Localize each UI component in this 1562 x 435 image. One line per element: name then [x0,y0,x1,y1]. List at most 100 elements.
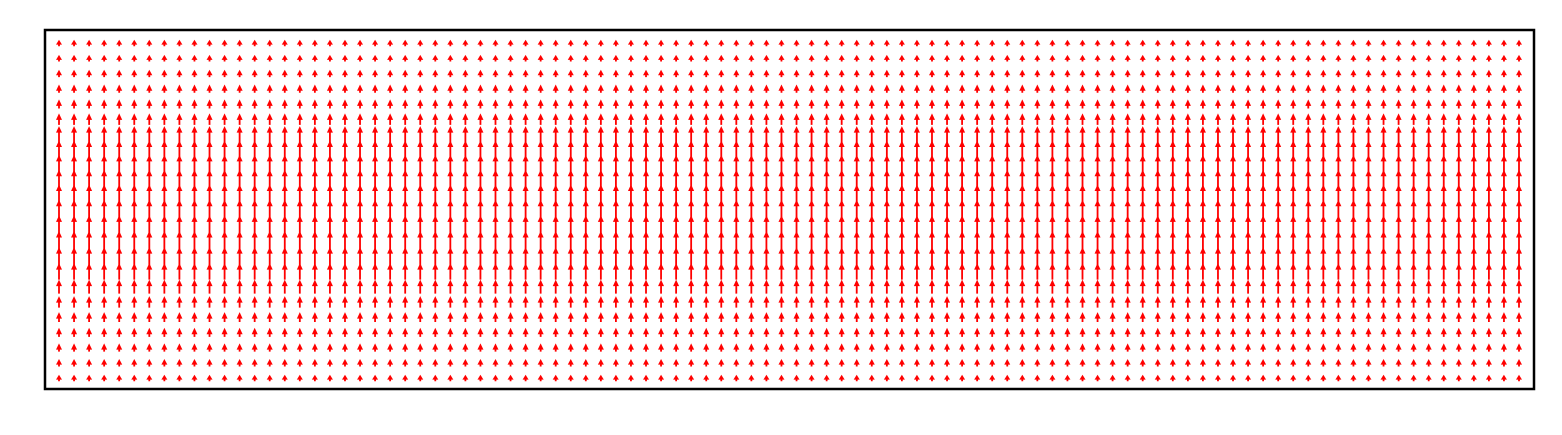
quiver-arrow [251,54,258,62]
quiver-arrow [868,279,875,294]
quiver-arrow [868,84,875,93]
quiver-arrow [131,327,138,337]
quiver-arrow [1395,374,1402,382]
quiver-arrow [793,154,800,175]
quiver-arrow [673,327,680,337]
quiver-arrow [1004,231,1011,251]
quiver-arrow [176,184,183,206]
quiver-arrow [477,199,484,222]
quiver-arrow [176,140,183,159]
quiver-arrow [1214,184,1221,206]
quiver-arrow [1500,154,1507,175]
quiver-arrow [462,296,469,308]
quiver-arrow [1290,69,1297,78]
quiver-arrow [763,126,770,143]
quiver-arrow [567,296,574,308]
quiver-arrow [1124,312,1131,323]
quiver-arrow [1184,113,1191,125]
quiver-arrow [673,343,680,352]
quiver-arrow [838,279,845,294]
quiver-arrow [1395,263,1402,280]
quiver-arrow [86,359,93,367]
quiver-arrow [387,263,394,280]
quiver-arrow [643,69,650,78]
quiver-arrow [1275,263,1282,280]
quiver-arrow [161,84,168,93]
quiver-arrow [71,184,78,206]
quiver-arrow [643,215,650,237]
quiver-arrow [71,140,78,159]
quiver-arrow [793,374,800,382]
quiver-arrow [913,247,920,266]
quiver-arrow [161,99,168,109]
quiver-arrow [552,343,559,352]
quiver-arrow [1335,54,1342,62]
quiver-arrow [1139,215,1146,237]
quiver-arrow [627,263,634,280]
quiver-arrow [1064,54,1071,62]
quiver-arrow [1049,327,1056,337]
quiver-arrow [326,343,333,352]
quiver-arrow [86,54,93,62]
quiver-arrow [447,343,454,352]
quiver-arrow [372,263,379,280]
quiver-arrow [552,69,559,78]
quiver-arrow [341,247,348,266]
quiver-arrow [357,154,364,175]
quiver-arrow [928,263,935,280]
quiver-arrow [1199,231,1206,251]
quiver-arrow [1275,312,1282,323]
quiver-arrow [1365,312,1372,323]
quiver-arrow [1154,296,1161,308]
quiver-arrow [1516,169,1522,191]
quiver-arrow [612,184,619,206]
quiver-arrow [928,184,935,206]
quiver-arrow [281,154,288,175]
quiver-arrow [357,327,364,337]
quiver-arrow [161,374,168,382]
quiver-arrow [507,343,514,352]
quiver-arrow [703,99,710,109]
quiver-arrow [266,343,273,352]
quiver-arrow [823,54,830,62]
quiver-arrow [1350,69,1357,78]
quiver-arrow [928,84,935,93]
quiver-arrow [673,154,680,175]
quiver-arrow [1064,359,1071,367]
quiver-arrow [868,199,875,222]
quiver-arrow [1305,247,1312,266]
quiver-arrow [1049,374,1056,382]
quiver-arrow [1245,199,1252,222]
quiver-arrow [492,113,499,125]
quiver-arrow [718,312,725,323]
quiver-arrow [1079,39,1086,47]
quiver-arrow [1109,231,1116,251]
quiver-arrow [733,39,740,47]
quiver-arrow [86,99,93,109]
quiver-arrow [688,296,695,308]
quiver-arrow [266,99,273,109]
quiver-arrow [206,99,213,109]
quiver-arrow [974,140,981,159]
quiver-arrow [567,169,574,191]
quiver-arrow [703,154,710,175]
quiver-arrow [853,327,860,337]
quiver-arrow [1245,126,1252,143]
quiver-arrow [311,231,318,251]
quiver-arrow [236,279,243,294]
quiver-arrow [1305,99,1312,109]
quiver-arrow [341,69,348,78]
quiver-arrow [357,359,364,367]
quiver-arrow [1470,54,1477,62]
quiver-arrow [522,169,529,191]
quiver-arrow [1410,99,1417,109]
quiver-arrow [1049,247,1056,266]
quiver-arrow [763,140,770,159]
quiver-arrow [1380,279,1387,294]
quiver-arrow [1184,199,1191,222]
quiver-arrow [251,359,258,367]
quiver-arrow [341,54,348,62]
quiver-arrow [296,327,303,337]
quiver-arrow [1169,215,1176,237]
quiver-arrow [898,296,905,308]
